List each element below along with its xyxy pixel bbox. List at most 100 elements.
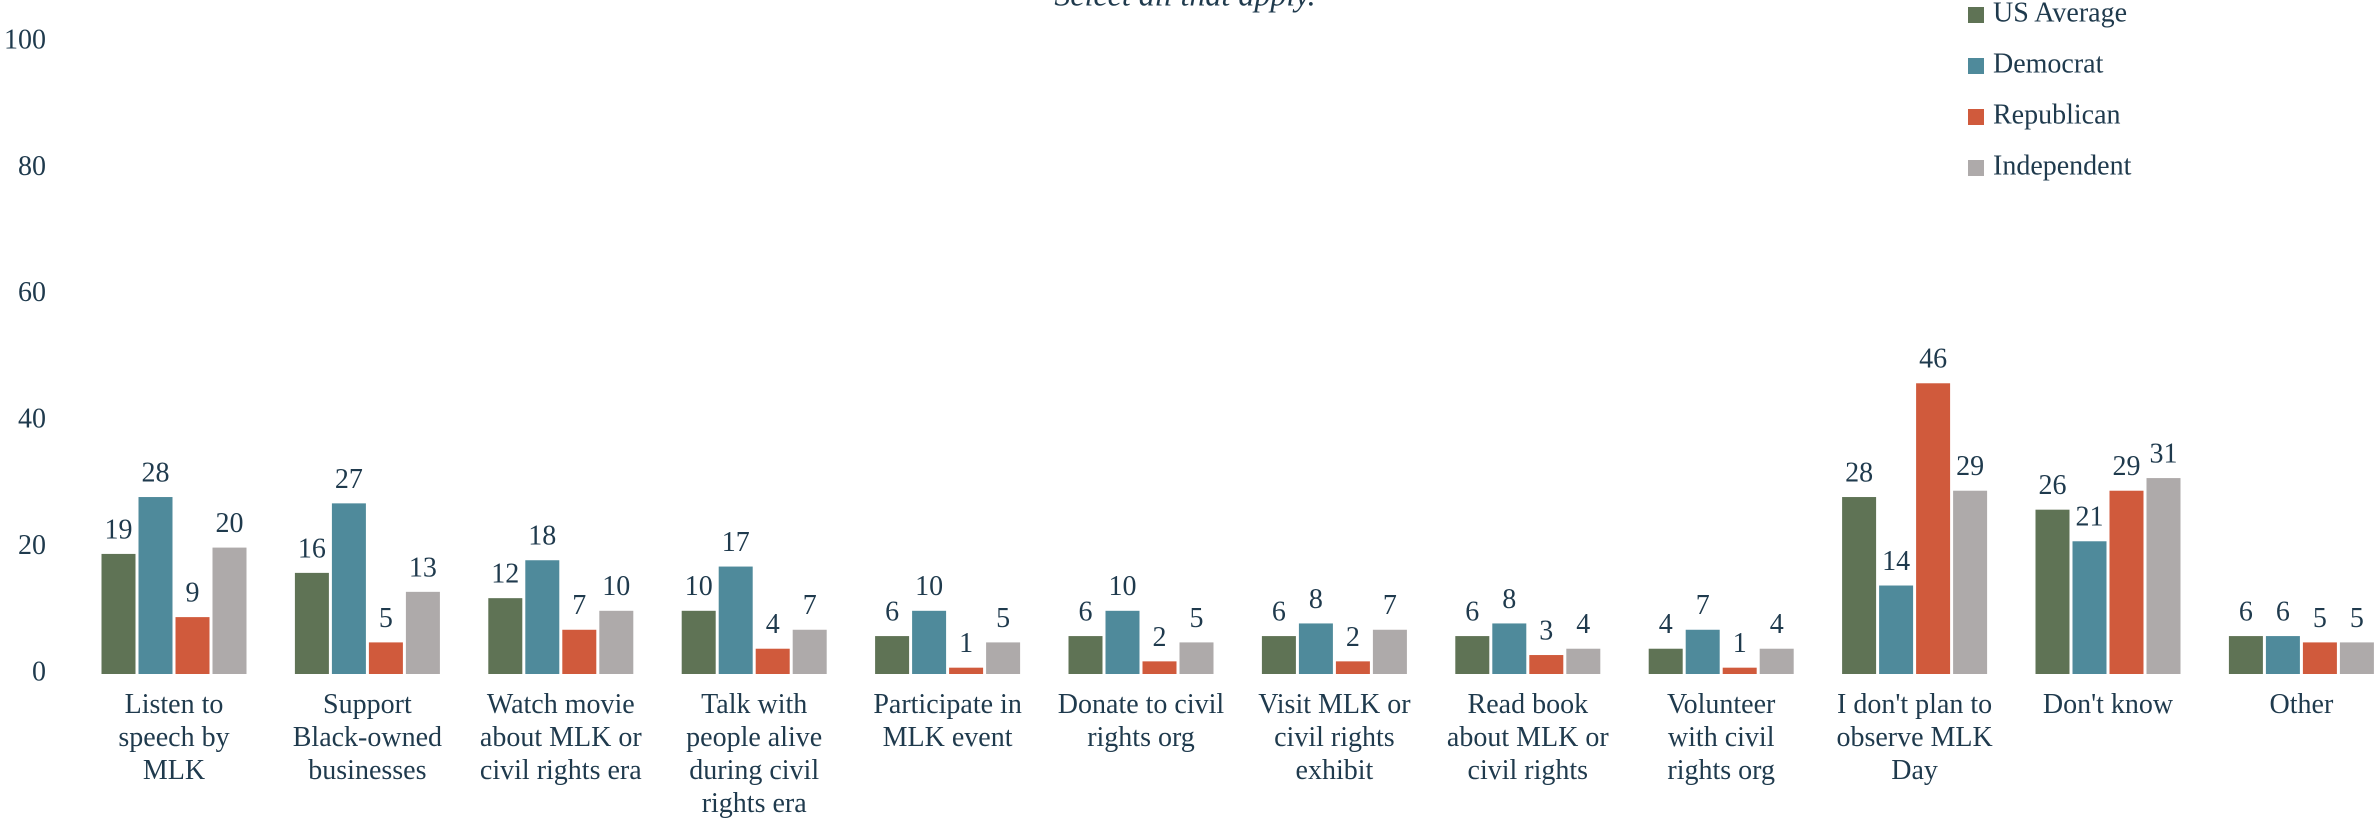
bar: [1068, 636, 1103, 674]
value-label: 7: [803, 590, 817, 621]
y-tick-label: 0: [32, 656, 46, 687]
bar: [212, 547, 247, 674]
legend-label: US Average: [1993, 0, 2127, 28]
value-label: 5: [2350, 603, 2364, 634]
legend-label: Democrat: [1993, 48, 2104, 79]
bar: [1105, 610, 1140, 674]
value-label: 31: [2150, 439, 2178, 470]
bar: [1261, 636, 1296, 674]
value-label: 27: [335, 464, 363, 495]
bar: [2302, 642, 2337, 674]
x-tick-label: Support Black-owned businesses: [293, 689, 442, 786]
y-tick-label: 20: [18, 530, 46, 561]
bar: [1142, 661, 1177, 674]
bar: [1529, 655, 1564, 674]
bar: [2228, 636, 2263, 674]
bar: [755, 648, 790, 674]
y-tick-label: 80: [18, 151, 46, 182]
value-label: 29: [2113, 451, 2141, 482]
legend-swatch: [1968, 7, 1984, 23]
value-label: 5: [996, 603, 1010, 634]
value-label: 7: [1383, 590, 1397, 621]
bar: [1685, 629, 1720, 674]
y-tick-label: 60: [18, 277, 46, 308]
bar: [681, 610, 716, 674]
bar: [1648, 648, 1683, 674]
x-tick-label: Volunteer with civil rights org: [1667, 689, 1776, 786]
value-label: 4: [1659, 609, 1673, 640]
value-label: 9: [186, 578, 200, 609]
value-label: 12: [491, 559, 519, 590]
value-label: 46: [1919, 344, 1947, 375]
x-tick-label: Read book about MLK or civil rights: [1447, 689, 1609, 786]
value-label: 13: [409, 552, 437, 583]
bar: [1953, 490, 1988, 674]
bar: [1916, 383, 1951, 674]
bar: [175, 617, 210, 674]
bar: [488, 598, 523, 674]
bar: [1879, 585, 1914, 674]
x-tick-label: Don't know: [2043, 689, 2174, 720]
x-tick-label: Listen to speech by MLK: [118, 689, 229, 786]
bar: [1335, 661, 1370, 674]
bar: [1759, 648, 1794, 674]
value-label: 20: [216, 508, 244, 539]
value-label: 17: [722, 527, 750, 558]
bar: [986, 642, 1021, 674]
value-label: 1: [959, 628, 973, 659]
bar: [912, 610, 947, 674]
bar: [1566, 648, 1601, 674]
bar: [1179, 642, 1214, 674]
bar: [949, 667, 984, 674]
value-label: 7: [572, 590, 586, 621]
bar: [792, 629, 827, 674]
value-label: 6: [885, 597, 899, 628]
bar: [331, 503, 366, 674]
legend-swatch: [1968, 58, 1984, 74]
bar: [1372, 629, 1407, 674]
value-label: 16: [298, 533, 326, 564]
bar: [368, 642, 403, 674]
y-tick-label: 40: [18, 404, 46, 435]
value-label: 10: [685, 571, 713, 602]
legend-label: Independent: [1993, 150, 2132, 181]
value-label: 10: [1109, 571, 1137, 602]
bar: [875, 636, 910, 674]
bar: [562, 629, 597, 674]
bar: [405, 591, 440, 674]
value-label: 7: [1696, 590, 1710, 621]
value-label: 6: [2239, 597, 2253, 628]
value-label: 8: [1502, 584, 1516, 615]
value-label: 1: [1733, 628, 1747, 659]
bar: [1492, 623, 1527, 674]
bar: [599, 610, 634, 674]
x-tick-label: I don't plan to observe MLK Day: [1836, 689, 1992, 786]
value-label: 14: [1882, 546, 1910, 577]
legend-swatch: [1968, 160, 1984, 176]
bar: [294, 572, 329, 674]
x-tick-label: Participate in MLK event: [873, 689, 1022, 753]
value-label: 5: [2313, 603, 2327, 634]
bar: [1722, 667, 1757, 674]
x-tick-label: Talk with people alive during civil rights …: [686, 689, 822, 819]
bar: [525, 560, 560, 674]
value-label: 4: [1770, 609, 1784, 640]
value-label: 18: [528, 521, 556, 552]
value-label: 26: [2039, 470, 2067, 501]
bar: [138, 497, 173, 674]
chart-subtitle: Select all that apply.: [1054, 0, 1315, 12]
bar: [2109, 490, 2144, 674]
bar: [2339, 642, 2374, 674]
value-label: 6: [1272, 597, 1286, 628]
value-label: 10: [602, 571, 630, 602]
y-tick-label: 100: [4, 24, 46, 55]
value-label: 6: [2276, 597, 2290, 628]
value-label: 10: [915, 571, 943, 602]
value-label: 6: [1465, 597, 1479, 628]
value-label: 5: [379, 603, 393, 634]
x-tick-label: Donate to civil rights org: [1058, 689, 1225, 753]
bar: [2072, 541, 2107, 674]
value-label: 6: [1079, 597, 1093, 628]
legend-swatch: [1968, 109, 1984, 125]
bar: [2146, 478, 2181, 674]
